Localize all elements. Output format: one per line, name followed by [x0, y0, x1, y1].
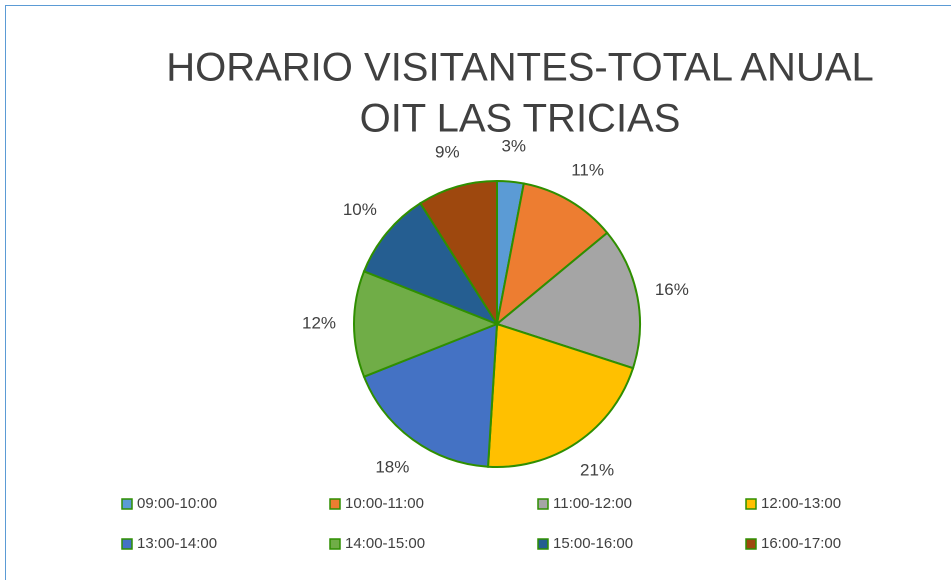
- chart-title: OIT LAS TRICIAS: [360, 97, 681, 141]
- data-label: 3%: [501, 136, 526, 155]
- legend-label: 12:00-13:00: [761, 495, 841, 512]
- legend-label: 16:00-17:00: [761, 535, 841, 552]
- legend-label: 09:00-10:00: [137, 495, 217, 512]
- pie-slice: [486, 322, 635, 468]
- legend-label: 10:00-11:00: [345, 495, 424, 512]
- legend-label: 11:00-12:00: [553, 495, 632, 512]
- legend-label: 15:00-16:00: [553, 535, 633, 552]
- legend-swatch: [745, 498, 757, 510]
- legend-swatch: [121, 538, 133, 550]
- pie-slice: [353, 270, 500, 378]
- data-label: 11%: [571, 160, 604, 179]
- data-label: 16%: [655, 280, 689, 299]
- legend-swatch: [121, 498, 133, 510]
- legend-swatch: [537, 538, 549, 550]
- data-label: 21%: [580, 461, 614, 480]
- legend-label: 13:00-14:00: [137, 535, 217, 552]
- pie-slice: [418, 179, 498, 328]
- legend-swatch: [329, 498, 341, 510]
- legend-swatch: [745, 538, 757, 550]
- legend-swatch: [537, 498, 549, 510]
- pie-slice: [362, 201, 500, 327]
- pie-slice: [495, 182, 609, 327]
- pie-slice: [494, 231, 641, 370]
- legend-swatch: [329, 538, 341, 550]
- data-label: 12%: [302, 313, 336, 332]
- chart-title: HORARIO VISITANTES-TOTAL ANUAL: [166, 46, 874, 90]
- legend-label: 14:00-15:00: [345, 535, 425, 552]
- data-label: 10%: [343, 200, 377, 219]
- data-label: 18%: [375, 457, 409, 476]
- data-label: 9%: [435, 143, 460, 162]
- pie-slice: [362, 322, 499, 468]
